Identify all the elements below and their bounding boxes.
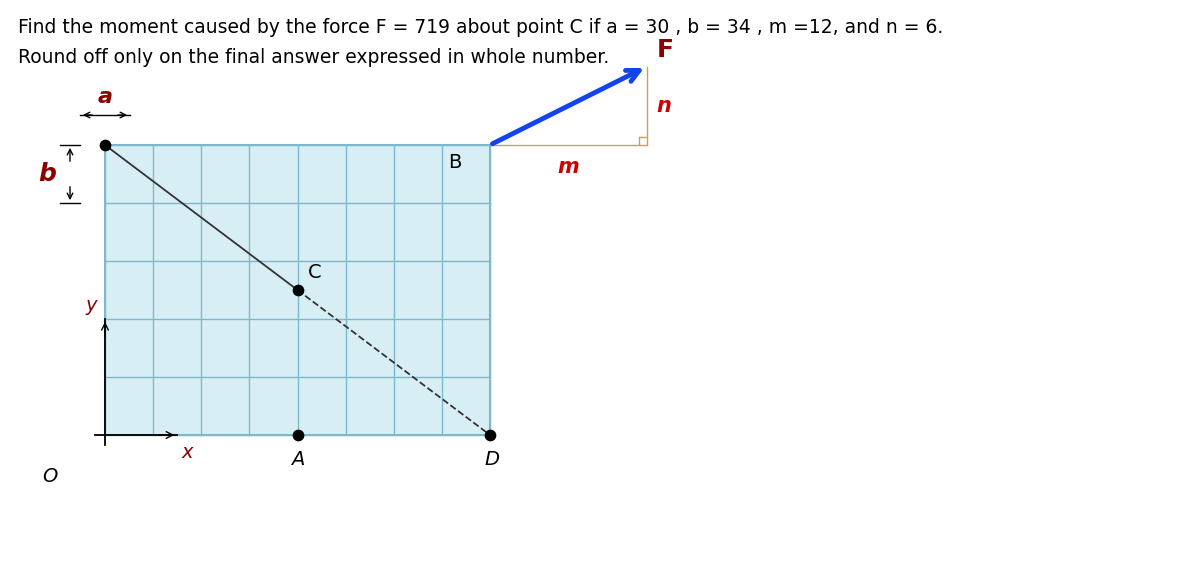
Point [96, 141, 115, 150]
Bar [106, 145, 490, 435]
Text: C: C [307, 263, 322, 282]
Text: n: n [656, 96, 671, 116]
Text: F: F [656, 38, 673, 62]
Text: m: m [557, 157, 580, 177]
Text: O: O [42, 467, 58, 486]
Point [288, 431, 307, 440]
Text: a: a [97, 87, 113, 107]
Text: D: D [485, 450, 499, 469]
Text: Find the moment caused by the force F = 719 about point C if a = 30 , b = 34 , m: Find the moment caused by the force F = … [18, 18, 943, 37]
Text: y: y [85, 296, 97, 315]
Text: A: A [290, 450, 304, 469]
Point [288, 285, 307, 295]
Text: Round off only on the final answer expressed in whole number.: Round off only on the final answer expre… [18, 48, 610, 67]
Text: B: B [449, 153, 462, 172]
Point [480, 431, 499, 440]
Text: b: b [38, 162, 56, 186]
Text: x: x [181, 443, 193, 462]
